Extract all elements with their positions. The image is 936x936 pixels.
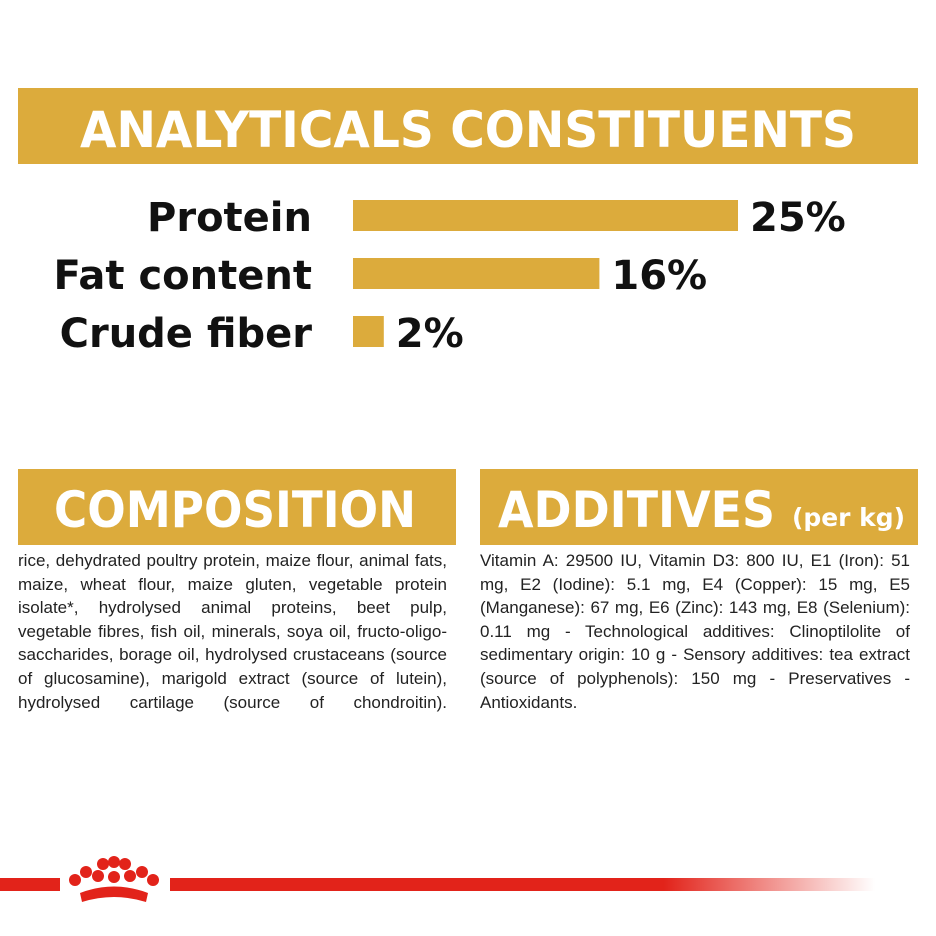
bar — [353, 258, 600, 289]
category-label: Protein — [147, 195, 312, 241]
value-label: 2% — [396, 311, 464, 357]
additives-banner — [480, 469, 918, 545]
category-label: Fat content — [53, 253, 312, 299]
composition-title: COMPOSITION — [54, 481, 416, 539]
additives-subtitle: (per kg) — [792, 503, 905, 532]
value-label: 16% — [611, 253, 707, 299]
bar — [353, 200, 738, 231]
composition-banner — [18, 469, 456, 545]
value-label: 25% — [750, 195, 846, 241]
brand-line — [0, 878, 60, 891]
additives-title: ADDITIVES — [498, 481, 775, 539]
brand-logo — [69, 856, 159, 902]
composition-text: rice, dehydrated poultry protein, maize … — [18, 551, 447, 712]
additives-text: Vitamin A: 29500 IU, Vitamin D3: 800 IU,… — [480, 551, 910, 712]
title-banner — [18, 88, 918, 164]
category-label: Crude fiber — [60, 311, 313, 357]
chart-title: ANALYTICALS CONSTITUENTS — [80, 101, 856, 159]
brand-line — [170, 878, 875, 891]
bar — [353, 316, 384, 347]
